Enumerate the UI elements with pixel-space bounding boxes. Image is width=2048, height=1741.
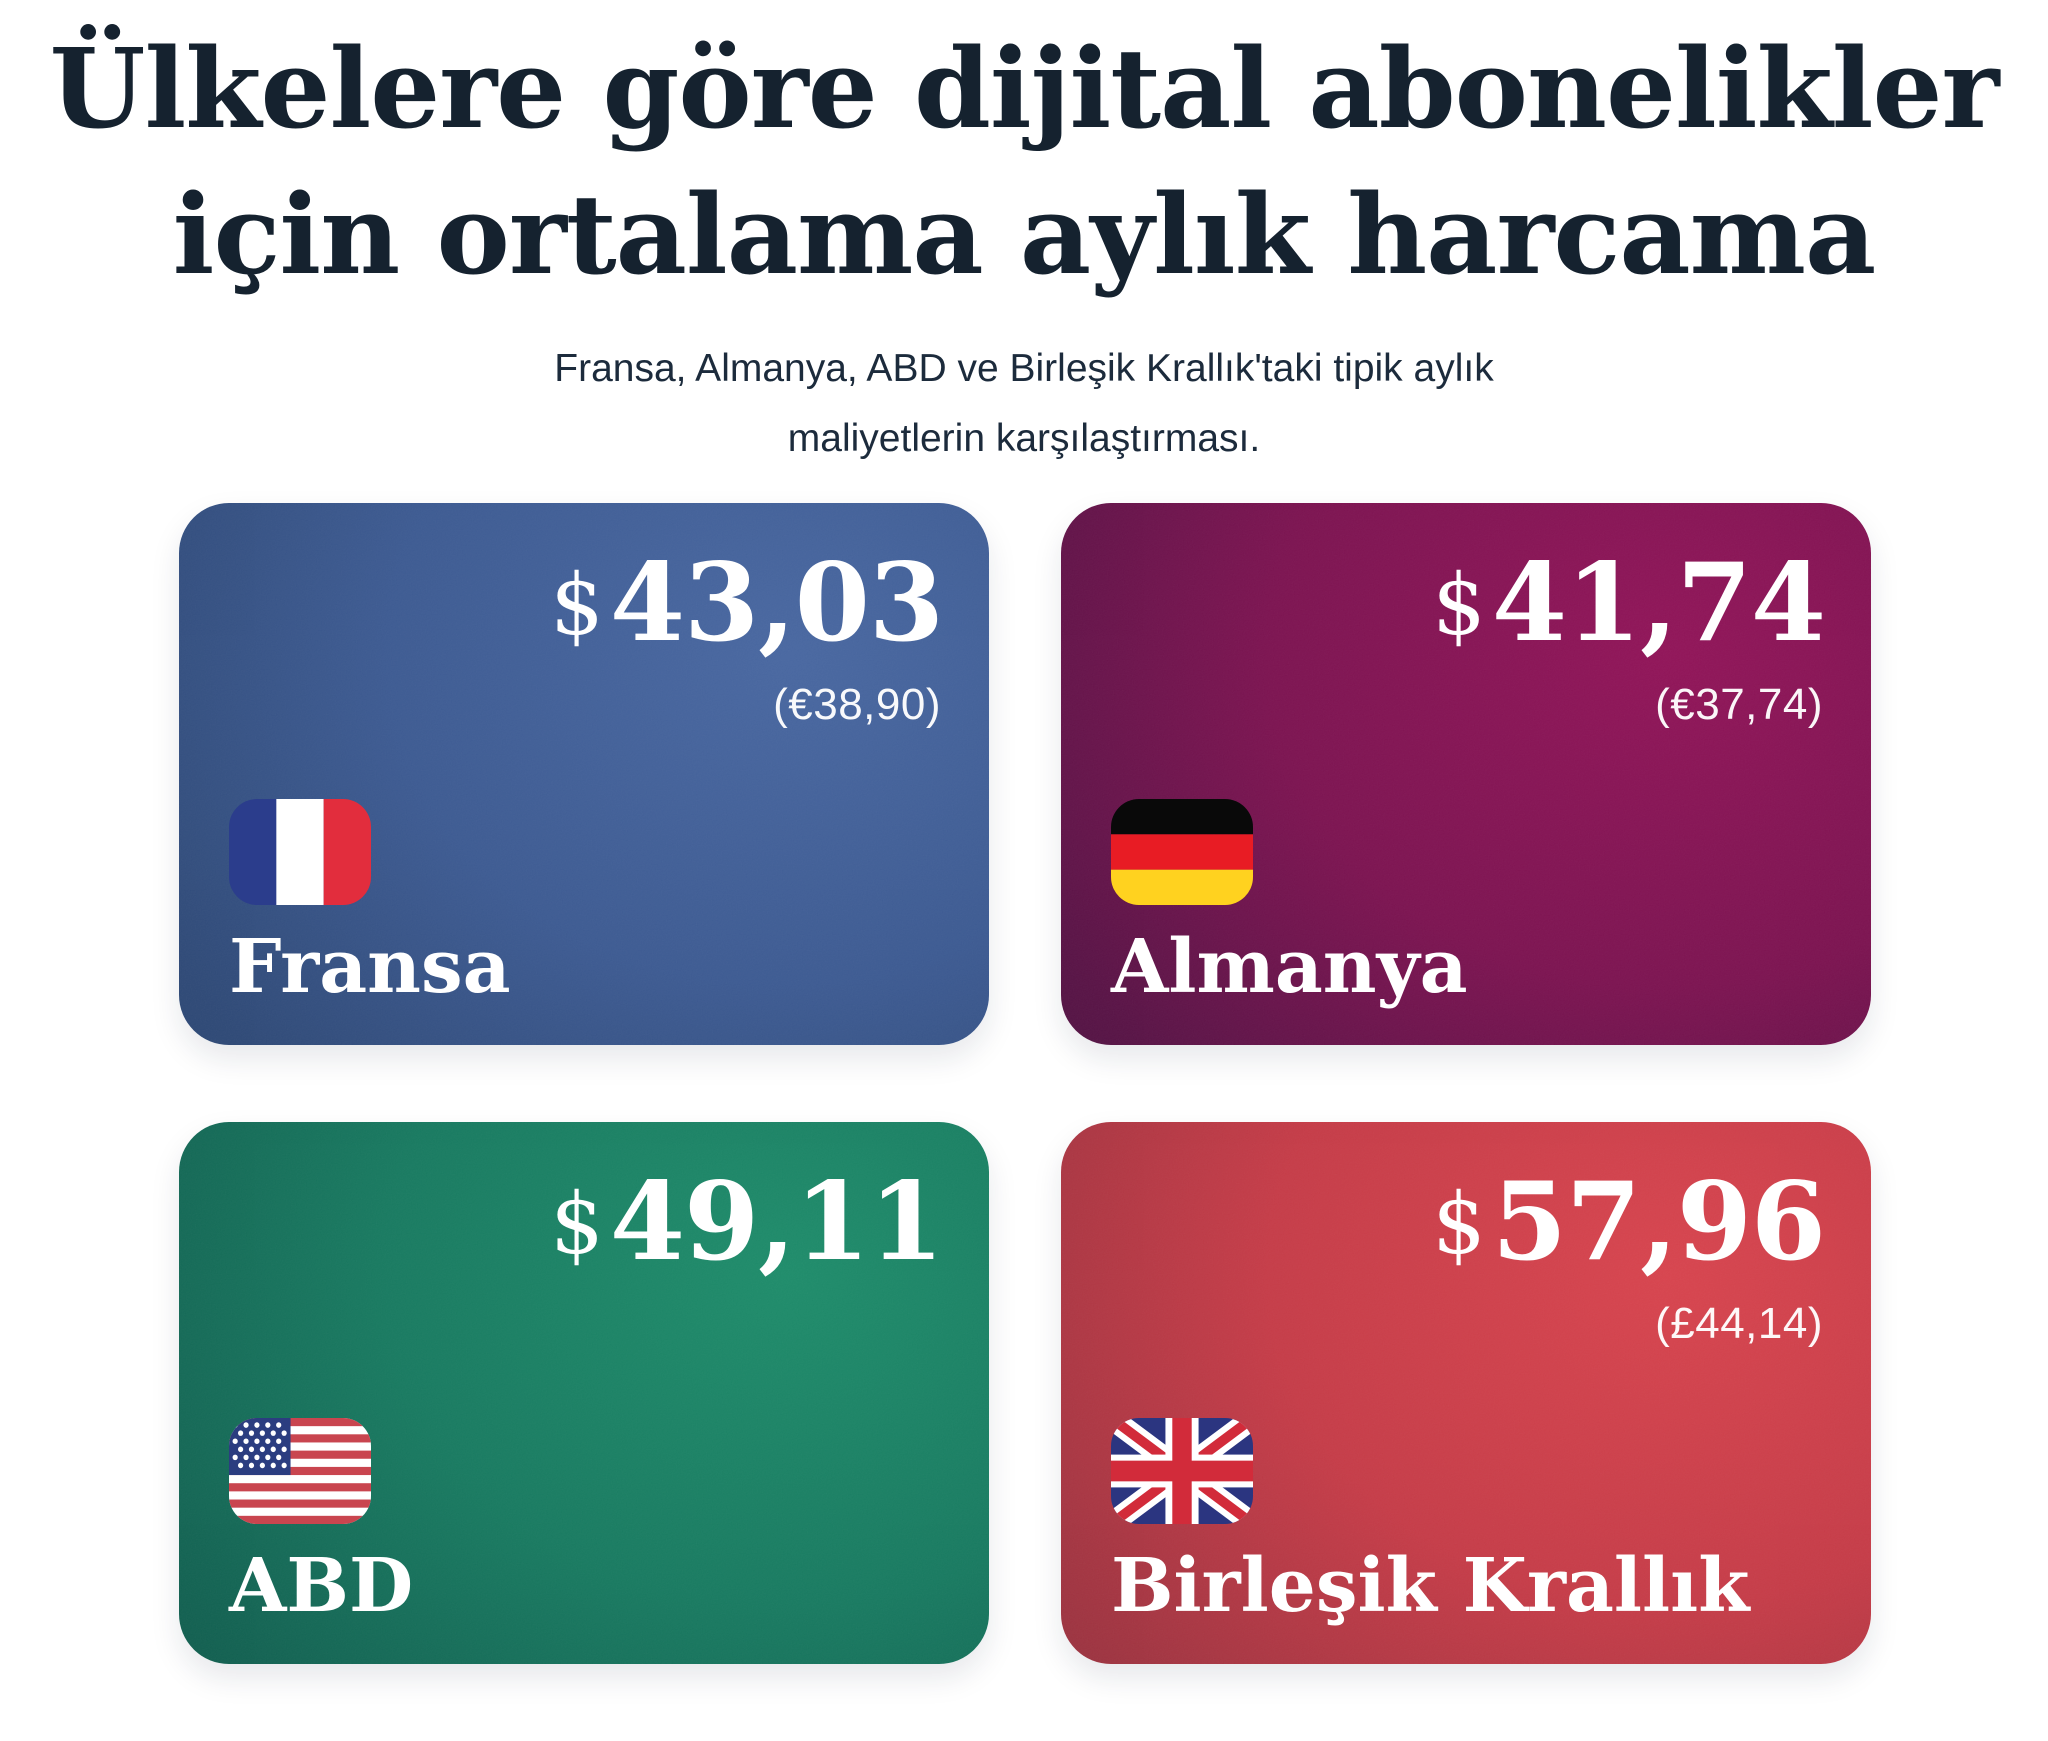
page-title-line1: Ülkelere göre dijital abonelikler (49, 24, 2000, 153)
page-subtitle: Fransa, Almanya, ABD ve Birleşik Krallık… (0, 334, 2048, 474)
page-subtitle-line2: maliyetlerin karşılaştırması. (787, 417, 1261, 460)
price-usd-value: 49,11 (609, 1159, 944, 1285)
country-label-usa: ABD (229, 1543, 414, 1629)
dollar-sign-icon: $ (550, 556, 604, 654)
price-usd-value: 57,96 (1491, 1159, 1826, 1285)
page-title: Ülkelere göre dijital abonelikler için or… (0, 16, 2048, 308)
uk-flag-icon (1111, 1418, 1253, 1524)
usa-flag-icon (229, 1418, 371, 1524)
price-local-france: (€38,90) (773, 680, 941, 729)
price-usd-usa: $49,11 (550, 1168, 944, 1276)
card-usa: $49,11 (179, 1122, 989, 1664)
card-france: $43,03 (€38,90) Fransa (179, 503, 989, 1045)
header: Ülkelere göre dijital abonelikler için or… (0, 16, 2048, 474)
country-label-france: Fransa (229, 924, 511, 1010)
dollar-sign-icon: $ (1432, 1175, 1486, 1273)
page-title-line2: için ortalama aylık harcama (172, 170, 1877, 299)
price-usd-value: 43,03 (609, 540, 944, 666)
dollar-sign-icon: $ (1432, 556, 1486, 654)
price-local-germany: (€37,74) (1655, 680, 1823, 729)
country-label-uk: Birleşik Krallık (1111, 1543, 1750, 1629)
price-local-uk: (£44,14) (1655, 1299, 1823, 1348)
germany-flag-icon (1111, 799, 1253, 905)
country-label-germany: Almanya (1111, 924, 1468, 1010)
france-flag-icon (229, 799, 371, 905)
price-usd-value: 41,74 (1491, 540, 1826, 666)
dollar-sign-icon: $ (550, 1175, 604, 1273)
price-usd-germany: $41,74 (1432, 549, 1826, 657)
card-germany: $41,74 (€37,74) Almanya (1061, 503, 1871, 1045)
price-usd-uk: $57,96 (1432, 1168, 1826, 1276)
card-uk: $57,96 (£44,14) Birleşik Krallık (1061, 1122, 1871, 1664)
country-cards-grid: $43,03 (€38,90) Fransa $41,74 (€37,74) (179, 503, 1871, 1664)
price-usd-france: $43,03 (550, 549, 944, 657)
page-subtitle-line1: Fransa, Almanya, ABD ve Birleşik Krallık… (554, 347, 1494, 390)
